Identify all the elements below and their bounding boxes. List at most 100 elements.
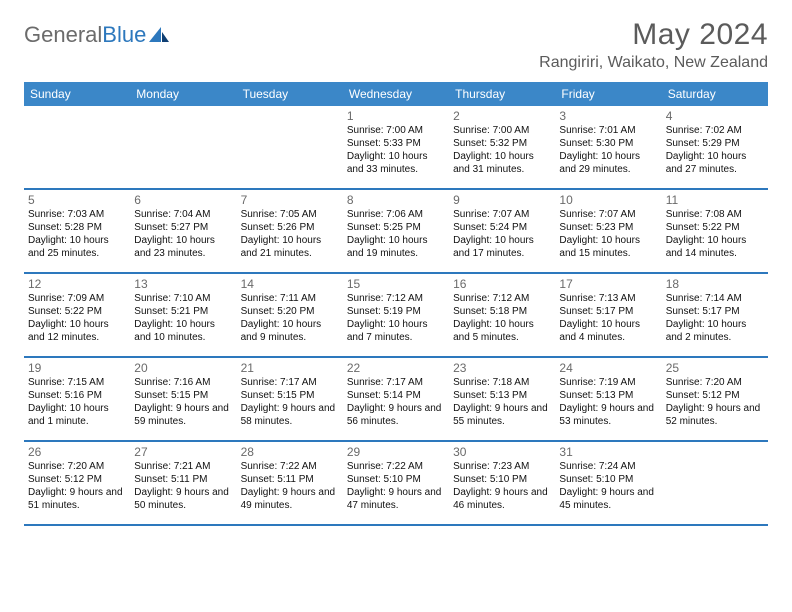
week-row: 19Sunrise: 7:15 AMSunset: 5:16 PMDayligh… xyxy=(24,358,768,442)
daylight-line: Daylight: 10 hours and 31 minutes. xyxy=(453,151,551,177)
location: Rangiriri, Waikato, New Zealand xyxy=(539,54,768,72)
sunset-line: Sunset: 5:25 PM xyxy=(347,222,445,235)
sunrise-line: Sunrise: 7:15 AM xyxy=(28,377,126,390)
day-number: 3 xyxy=(559,109,657,124)
daylight-line: Daylight: 10 hours and 4 minutes. xyxy=(559,319,657,345)
weekday-header-row: SundayMondayTuesdayWednesdayThursdayFrid… xyxy=(24,82,768,106)
day-cell: 30Sunrise: 7:23 AMSunset: 5:10 PMDayligh… xyxy=(449,442,555,524)
daylight-line: Daylight: 10 hours and 15 minutes. xyxy=(559,235,657,261)
title-block: May 2024 Rangiriri, Waikato, New Zealand xyxy=(539,18,768,72)
day-cell xyxy=(237,106,343,188)
daylight-line: Daylight: 9 hours and 51 minutes. xyxy=(28,487,126,513)
day-cell: 25Sunrise: 7:20 AMSunset: 5:12 PMDayligh… xyxy=(662,358,768,440)
sunrise-line: Sunrise: 7:10 AM xyxy=(134,293,232,306)
daylight-line: Daylight: 9 hours and 58 minutes. xyxy=(241,403,339,429)
day-number: 20 xyxy=(134,361,232,376)
week-row: 12Sunrise: 7:09 AMSunset: 5:22 PMDayligh… xyxy=(24,274,768,358)
day-cell: 5Sunrise: 7:03 AMSunset: 5:28 PMDaylight… xyxy=(24,190,130,272)
sunrise-line: Sunrise: 7:21 AM xyxy=(134,461,232,474)
sunset-line: Sunset: 5:22 PM xyxy=(28,306,126,319)
sunset-line: Sunset: 5:27 PM xyxy=(134,222,232,235)
sunrise-line: Sunrise: 7:06 AM xyxy=(347,209,445,222)
sunrise-line: Sunrise: 7:12 AM xyxy=(453,293,551,306)
day-number: 11 xyxy=(666,193,764,208)
brand-logo: GeneralBlue xyxy=(24,22,170,48)
day-number: 8 xyxy=(347,193,445,208)
sunrise-line: Sunrise: 7:18 AM xyxy=(453,377,551,390)
day-cell: 22Sunrise: 7:17 AMSunset: 5:14 PMDayligh… xyxy=(343,358,449,440)
sunset-line: Sunset: 5:21 PM xyxy=(134,306,232,319)
sunset-line: Sunset: 5:32 PM xyxy=(453,138,551,151)
day-cell xyxy=(130,106,236,188)
day-cell: 2Sunrise: 7:00 AMSunset: 5:32 PMDaylight… xyxy=(449,106,555,188)
sunrise-line: Sunrise: 7:08 AM xyxy=(666,209,764,222)
sunrise-line: Sunrise: 7:04 AM xyxy=(134,209,232,222)
day-cell: 18Sunrise: 7:14 AMSunset: 5:17 PMDayligh… xyxy=(662,274,768,356)
day-number: 17 xyxy=(559,277,657,292)
sunrise-line: Sunrise: 7:01 AM xyxy=(559,125,657,138)
sunrise-line: Sunrise: 7:20 AM xyxy=(666,377,764,390)
sunrise-line: Sunrise: 7:05 AM xyxy=(241,209,339,222)
day-cell: 13Sunrise: 7:10 AMSunset: 5:21 PMDayligh… xyxy=(130,274,236,356)
sunrise-line: Sunrise: 7:09 AM xyxy=(28,293,126,306)
sunrise-line: Sunrise: 7:23 AM xyxy=(453,461,551,474)
sunrise-line: Sunrise: 7:17 AM xyxy=(241,377,339,390)
daylight-line: Daylight: 10 hours and 7 minutes. xyxy=(347,319,445,345)
sunset-line: Sunset: 5:17 PM xyxy=(559,306,657,319)
day-number: 23 xyxy=(453,361,551,376)
sunrise-line: Sunrise: 7:22 AM xyxy=(347,461,445,474)
sunset-line: Sunset: 5:23 PM xyxy=(559,222,657,235)
day-cell: 11Sunrise: 7:08 AMSunset: 5:22 PMDayligh… xyxy=(662,190,768,272)
daylight-line: Daylight: 10 hours and 9 minutes. xyxy=(241,319,339,345)
day-number: 26 xyxy=(28,445,126,460)
header: GeneralBlue May 2024 Rangiriri, Waikato,… xyxy=(24,18,768,72)
day-cell: 10Sunrise: 7:07 AMSunset: 5:23 PMDayligh… xyxy=(555,190,661,272)
sunset-line: Sunset: 5:20 PM xyxy=(241,306,339,319)
daylight-line: Daylight: 9 hours and 49 minutes. xyxy=(241,487,339,513)
daylight-line: Daylight: 10 hours and 27 minutes. xyxy=(666,151,764,177)
sunrise-line: Sunrise: 7:00 AM xyxy=(347,125,445,138)
daylight-line: Daylight: 10 hours and 14 minutes. xyxy=(666,235,764,261)
day-number: 22 xyxy=(347,361,445,376)
day-cell: 16Sunrise: 7:12 AMSunset: 5:18 PMDayligh… xyxy=(449,274,555,356)
daylight-line: Daylight: 10 hours and 2 minutes. xyxy=(666,319,764,345)
sunset-line: Sunset: 5:18 PM xyxy=(453,306,551,319)
day-number: 2 xyxy=(453,109,551,124)
daylight-line: Daylight: 9 hours and 55 minutes. xyxy=(453,403,551,429)
sunset-line: Sunset: 5:10 PM xyxy=(453,474,551,487)
weekday-header: Saturday xyxy=(662,82,768,106)
daylight-line: Daylight: 9 hours and 52 minutes. xyxy=(666,403,764,429)
day-number: 21 xyxy=(241,361,339,376)
day-cell: 1Sunrise: 7:00 AMSunset: 5:33 PMDaylight… xyxy=(343,106,449,188)
day-number: 28 xyxy=(241,445,339,460)
sunrise-line: Sunrise: 7:12 AM xyxy=(347,293,445,306)
calendar-body: 1Sunrise: 7:00 AMSunset: 5:33 PMDaylight… xyxy=(24,106,768,526)
brand-part1: General xyxy=(24,22,102,48)
day-number: 13 xyxy=(134,277,232,292)
daylight-line: Daylight: 10 hours and 17 minutes. xyxy=(453,235,551,261)
day-cell: 19Sunrise: 7:15 AMSunset: 5:16 PMDayligh… xyxy=(24,358,130,440)
daylight-line: Daylight: 9 hours and 53 minutes. xyxy=(559,403,657,429)
daylight-line: Daylight: 10 hours and 25 minutes. xyxy=(28,235,126,261)
daylight-line: Daylight: 10 hours and 19 minutes. xyxy=(347,235,445,261)
day-number: 19 xyxy=(28,361,126,376)
logo-sail-icon xyxy=(148,26,170,44)
weekday-header: Friday xyxy=(555,82,661,106)
daylight-line: Daylight: 10 hours and 10 minutes. xyxy=(134,319,232,345)
day-cell xyxy=(24,106,130,188)
daylight-line: Daylight: 10 hours and 23 minutes. xyxy=(134,235,232,261)
sunset-line: Sunset: 5:13 PM xyxy=(453,390,551,403)
day-cell: 6Sunrise: 7:04 AMSunset: 5:27 PMDaylight… xyxy=(130,190,236,272)
sunrise-line: Sunrise: 7:16 AM xyxy=(134,377,232,390)
day-cell: 14Sunrise: 7:11 AMSunset: 5:20 PMDayligh… xyxy=(237,274,343,356)
day-number: 27 xyxy=(134,445,232,460)
day-number: 9 xyxy=(453,193,551,208)
day-number: 7 xyxy=(241,193,339,208)
day-number: 15 xyxy=(347,277,445,292)
sunset-line: Sunset: 5:15 PM xyxy=(241,390,339,403)
sunset-line: Sunset: 5:17 PM xyxy=(666,306,764,319)
sunrise-line: Sunrise: 7:13 AM xyxy=(559,293,657,306)
sunset-line: Sunset: 5:33 PM xyxy=(347,138,445,151)
sunset-line: Sunset: 5:26 PM xyxy=(241,222,339,235)
day-cell: 27Sunrise: 7:21 AMSunset: 5:11 PMDayligh… xyxy=(130,442,236,524)
